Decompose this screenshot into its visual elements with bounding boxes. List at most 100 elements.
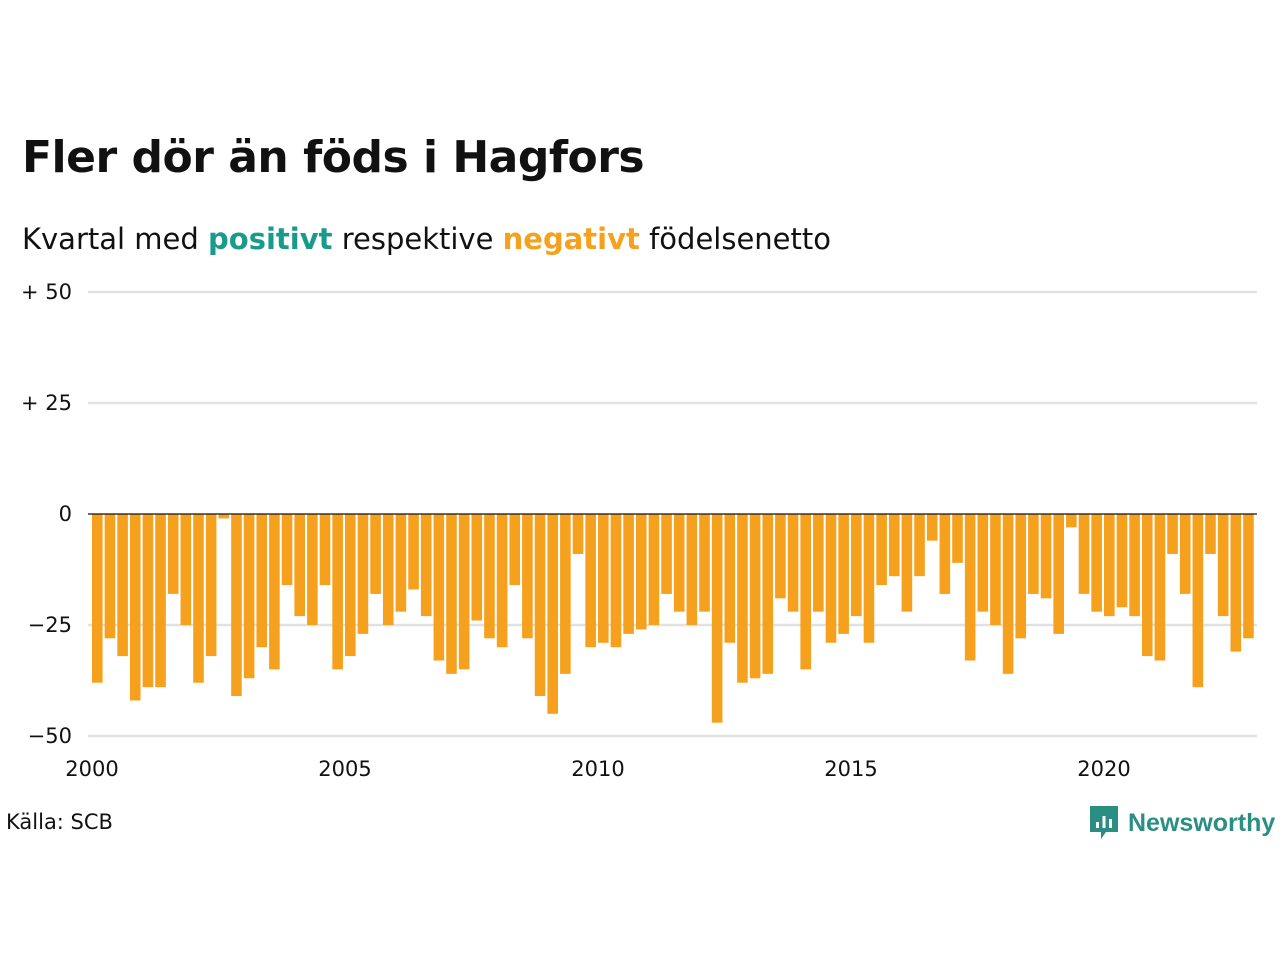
bar: [446, 514, 457, 674]
bar: [585, 514, 596, 648]
subtitle-positive: positivt: [208, 222, 333, 256]
bar: [218, 514, 230, 519]
bar: [572, 514, 584, 554]
bar: [813, 514, 824, 612]
y-tick-label: −50: [28, 724, 72, 748]
bar: [762, 514, 774, 674]
bar: [547, 514, 558, 714]
bar: [1066, 514, 1077, 528]
bar: [623, 514, 634, 634]
bar: [1167, 514, 1178, 554]
bar: [926, 514, 938, 541]
bar: [471, 514, 483, 621]
bar: [205, 514, 217, 657]
bar: [509, 514, 521, 586]
y-tick-label: −25: [28, 613, 72, 637]
bar: [1154, 514, 1166, 661]
bar: [1243, 514, 1254, 639]
bar: [939, 514, 951, 594]
bar: [1078, 514, 1090, 594]
bar: [952, 514, 963, 563]
subtitle-negative: negativt: [502, 222, 640, 256]
bar: [1002, 514, 1014, 674]
bar: [635, 514, 647, 630]
y-tick-label: 0: [59, 502, 72, 526]
bar: [484, 514, 495, 639]
bar: [673, 514, 685, 612]
x-tick-label: 2005: [318, 757, 371, 781]
subtitle-prefix: Kvartal med: [22, 222, 209, 256]
bar: [699, 514, 710, 612]
y-tick-label: + 25: [21, 391, 72, 415]
bar: [269, 514, 280, 670]
bar: [420, 514, 432, 617]
logo-text: Newsworthy: [1128, 808, 1276, 837]
bar: [964, 514, 976, 661]
bar: [307, 514, 318, 625]
bar: [294, 514, 305, 617]
bar: [458, 514, 470, 670]
bar-chart: + 50 + 25 0 −25 −50 2000 2005 2010 2015 2020: [21, 280, 1257, 781]
chart-title: Fler dör än föds i Hagfors: [22, 132, 645, 183]
bar: [345, 514, 356, 657]
newsworthy-logo: Newsworthy: [1088, 804, 1275, 842]
bar: [775, 514, 786, 599]
bar: [724, 514, 736, 643]
bar: [749, 514, 761, 679]
bar: [863, 514, 875, 643]
bar: [155, 514, 166, 688]
bar: [1192, 514, 1204, 688]
bar: [92, 514, 103, 683]
bar: [332, 514, 343, 670]
bar: [370, 514, 381, 594]
bar: [357, 514, 369, 634]
bar: [193, 514, 204, 683]
bar: [496, 514, 508, 648]
x-tick-label: 2010: [571, 757, 624, 781]
bar: [1116, 514, 1128, 608]
chart-subtitle: Kvartal med positivt respektive negativt…: [22, 222, 831, 256]
bar: [990, 514, 1001, 625]
bar: [787, 514, 799, 612]
bar: [711, 514, 723, 723]
bar: [1230, 514, 1242, 652]
y-tick-label: + 50: [21, 280, 72, 304]
bar: [800, 514, 811, 670]
bar: [433, 514, 445, 661]
bar: [914, 514, 925, 577]
bar: [319, 514, 331, 586]
bar: [129, 514, 141, 701]
bar: [1104, 514, 1115, 617]
bar: [901, 514, 913, 612]
bar: [560, 514, 571, 674]
bar: [851, 514, 862, 617]
bar: [408, 514, 419, 590]
bar: [382, 514, 394, 625]
subtitle-suffix: födelsenetto: [639, 222, 831, 256]
bar: [1217, 514, 1229, 617]
bar: [598, 514, 609, 643]
bar: [167, 514, 179, 594]
x-tick-label: 2000: [65, 757, 118, 781]
bar: [648, 514, 660, 625]
bar: [281, 514, 293, 586]
bar: [661, 514, 672, 594]
bar: [256, 514, 268, 648]
bar: [243, 514, 255, 679]
bar: [1091, 514, 1102, 612]
bar: [534, 514, 546, 697]
newsworthy-logo-icon: [1090, 806, 1118, 839]
x-tick-label: 2015: [824, 757, 877, 781]
bar: [1028, 514, 1039, 594]
x-tick-label: 2020: [1077, 757, 1130, 781]
subtitle-middle: respektive: [332, 222, 503, 256]
bar: [117, 514, 128, 657]
bar: [231, 514, 242, 697]
bar: [876, 514, 887, 586]
bar: [686, 514, 698, 625]
bar: [180, 514, 192, 625]
source-note: Källa: SCB: [6, 810, 113, 834]
bar: [104, 514, 116, 639]
bar: [1015, 514, 1027, 639]
bar: [1141, 514, 1153, 657]
